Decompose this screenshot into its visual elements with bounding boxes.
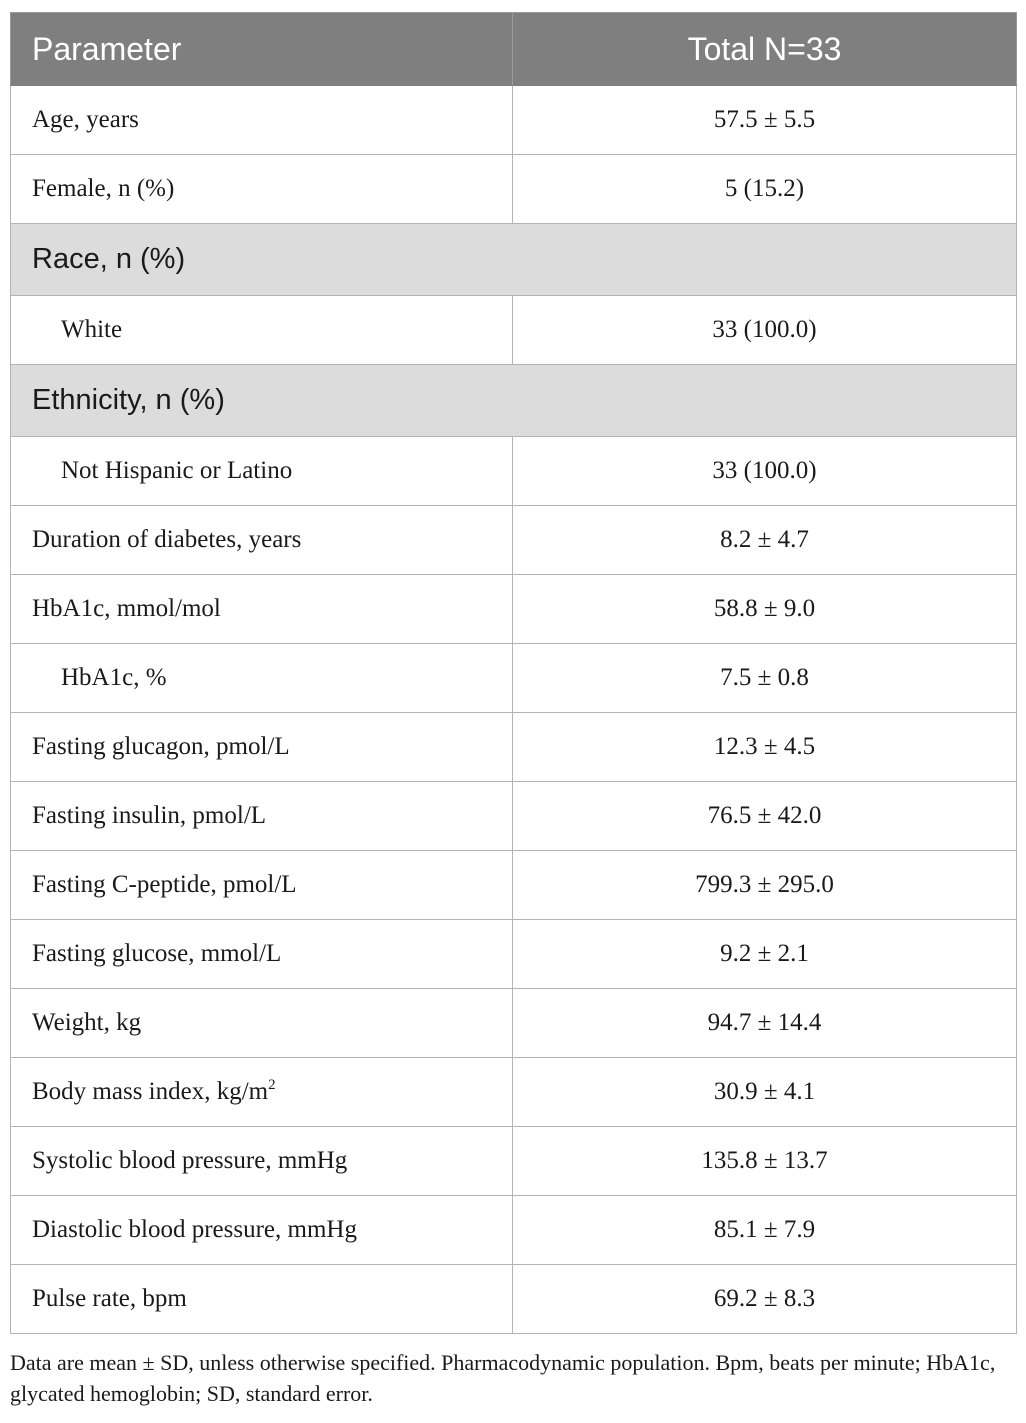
table-header: Parameter Total N=33 [10,12,1017,86]
parameter-cell: Fasting glucagon, pmol/L [10,712,513,782]
parameter-cell: Fasting glucose, mmol/L [10,919,513,989]
parameter-label: Body mass index, kg/m [32,1078,269,1105]
value-cell: 135.8 ± 13.7 [512,1126,1017,1196]
parameter-cell: Systolic blood pressure, mmHg [10,1126,513,1196]
parameter-label: Fasting insulin, pmol/L [32,802,267,829]
parameter-label: Fasting glucagon, pmol/L [32,733,290,760]
parameter-label: Systolic blood pressure, mmHg [32,1147,348,1174]
section-row: Race, n (%) [10,223,1017,296]
value-cell: 57.5 ± 5.5 [512,85,1017,155]
table-row: Female, n (%) 5 (15.2) [10,154,1017,224]
parameter-label: Age, years [32,106,139,133]
parameter-cell: Pulse rate, bpm [10,1264,513,1334]
table-row: HbA1c, mmol/mol 58.8 ± 9.0 [10,574,1017,644]
table-row: Weight, kg 94.7 ± 14.4 [10,988,1017,1058]
table-row: White 33 (100.0) [10,295,1017,365]
header-row: Parameter Total N=33 [10,12,1017,86]
section-row: Ethnicity, n (%) [10,364,1017,437]
parameter-label: Weight, kg [32,1009,142,1036]
parameter-cell: Duration of diabetes, years [10,505,513,575]
section-label: Race, n (%) [10,223,1017,296]
table-row: Diastolic blood pressure, mmHg 85.1 ± 7.9 [10,1195,1017,1265]
value-cell: 7.5 ± 0.8 [512,643,1017,713]
table-footnote: Data are mean ± SD, unless otherwise spe… [10,1350,996,1406]
table-row: Not Hispanic or Latino 33 (100.0) [10,436,1017,506]
parameter-label: White [61,316,123,343]
parameter-cell: HbA1c, mmol/mol [10,574,513,644]
value-cell: 33 (100.0) [512,295,1017,365]
superscript: 2 [268,1077,276,1093]
table-row: Duration of diabetes, years 8.2 ± 4.7 [10,505,1017,575]
header-total: Total N=33 [512,12,1017,86]
value-cell: 9.2 ± 2.1 [512,919,1017,989]
parameter-cell: Age, years [10,85,513,155]
value-cell: 76.5 ± 42.0 [512,781,1017,851]
value-cell: 30.9 ± 4.1 [512,1057,1017,1127]
parameter-cell: Fasting insulin, pmol/L [10,781,513,851]
parameter-cell: White [10,295,513,365]
table-row: Pulse rate, bpm 69.2 ± 8.3 [10,1264,1017,1334]
parameter-label: Fasting C-peptide, pmol/L [32,871,297,898]
parameter-label: Diastolic blood pressure, mmHg [32,1216,357,1243]
value-cell: 8.2 ± 4.7 [512,505,1017,575]
parameter-label: HbA1c, % [61,664,167,691]
parameter-cell: Not Hispanic or Latino [10,436,513,506]
value-cell: 85.1 ± 7.9 [512,1195,1017,1265]
table-row: Fasting glucagon, pmol/L 12.3 ± 4.5 [10,712,1017,782]
parameter-cell: Diastolic blood pressure, mmHg [10,1195,513,1265]
value-cell: 94.7 ± 14.4 [512,988,1017,1058]
value-cell: 58.8 ± 9.0 [512,574,1017,644]
parameter-cell: Fasting C-peptide, pmol/L [10,850,513,920]
parameter-label: Not Hispanic or Latino [61,457,293,484]
table-row: Fasting insulin, pmol/L 76.5 ± 42.0 [10,781,1017,851]
table-row: Systolic blood pressure, mmHg 135.8 ± 13.… [10,1126,1017,1196]
section-label: Ethnicity, n (%) [10,364,1017,437]
baseline-characteristics-table: Parameter Total N=33 Age, years 57.5 ± 5.… [10,12,1017,1334]
table-body: Age, years 57.5 ± 5.5 Female, n (%) 5 (15.2… [10,85,1017,1334]
parameter-cell: Weight, kg [10,988,513,1058]
parameter-cell: Body mass index, kg/m2 [10,1057,513,1127]
parameter-label: Duration of diabetes, years [32,526,302,553]
parameter-label: Female, n (%) [32,175,175,202]
table-row: Fasting glucose, mmol/L 9.2 ± 2.1 [10,919,1017,989]
parameter-label: HbA1c, mmol/mol [32,595,221,622]
table-row: Body mass index, kg/m2 30.9 ± 4.1 [10,1057,1017,1127]
value-cell: 799.3 ± 295.0 [512,850,1017,920]
baseline-characteristics-table-container: Parameter Total N=33 Age, years 57.5 ± 5.… [10,12,1017,1334]
value-cell: 33 (100.0) [512,436,1017,506]
parameter-cell: Female, n (%) [10,154,513,224]
table-row: HbA1c, % 7.5 ± 0.8 [10,643,1017,713]
table-row: Fasting C-peptide, pmol/L 799.3 ± 295.0 [10,850,1017,920]
table-row: Age, years 57.5 ± 5.5 [10,85,1017,155]
value-cell: 12.3 ± 4.5 [512,712,1017,782]
value-cell: 69.2 ± 8.3 [512,1264,1017,1334]
parameter-label: Fasting glucose, mmol/L [32,940,282,967]
parameter-label: Pulse rate, bpm [32,1285,187,1312]
parameter-cell: HbA1c, % [10,643,513,713]
value-cell: 5 (15.2) [512,154,1017,224]
header-parameter: Parameter [10,12,513,86]
